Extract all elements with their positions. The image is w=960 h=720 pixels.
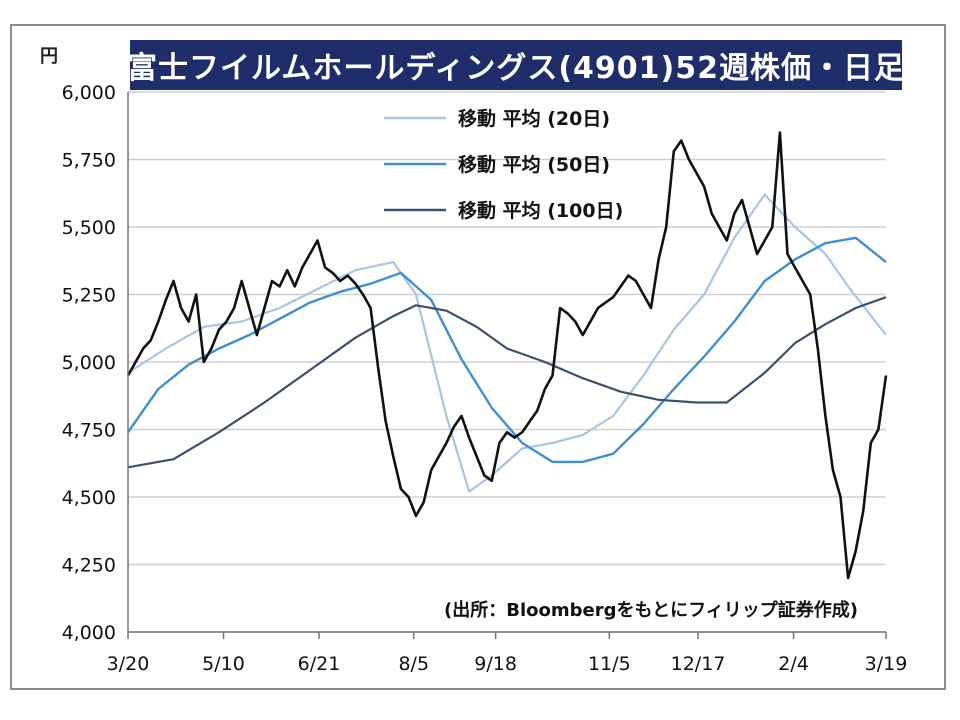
legend-entry-ma50: 移動 平均 (50日) <box>458 153 610 176</box>
y-tick-label: 4,500 <box>62 487 116 509</box>
y-axis-tick-labels: 6,000 5,750 5,500 5,250 5,000 4,750 4,500 4,250… <box>62 82 116 644</box>
y-tick-label: 5,000 <box>62 352 116 374</box>
y-tick-label: 5,250 <box>62 285 116 307</box>
series-line-price <box>126 131 888 580</box>
y-axis-unit-label: 円 <box>40 46 58 67</box>
legend-entry-ma100: 移動 平均 (100日) <box>458 199 623 222</box>
y-tick-label: 5,750 <box>62 150 116 172</box>
chart-frame <box>10 24 946 690</box>
series-line-ma20 <box>127 193 887 493</box>
chart-title: 富士フイルムホールディングス(4901)52週株価・日足 <box>130 40 902 90</box>
series-line-ma50 <box>127 236 887 464</box>
x-tick-label: 11/5 <box>588 653 631 675</box>
x-axis-tick-labels: 3/20 5/10 6/21 8/5 9/18 11/5 12/17 2/4 3/19 <box>107 632 908 675</box>
legend-entry-ma20: 移動 平均 (20日) <box>458 107 610 130</box>
series-lines <box>126 131 888 580</box>
x-tick-label: 2/4 <box>778 653 809 675</box>
x-tick-label: 9/18 <box>474 653 517 675</box>
x-tick-label: 3/19 <box>865 653 908 675</box>
x-tick-label: 5/10 <box>202 653 245 675</box>
legend: 移動 平均 (20日) 移動 平均 (50日) 移動 平均 (100日) <box>384 107 623 222</box>
x-tick-label: 8/5 <box>398 653 429 675</box>
x-tick-label: 12/17 <box>671 653 726 675</box>
y-tick-label: 4,000 <box>62 622 116 644</box>
gridlines <box>128 91 886 633</box>
source-note: (出所：Bloombergをもとにフィリップ証券作成) <box>444 599 858 621</box>
y-tick-label: 4,250 <box>62 555 116 577</box>
x-tick-label: 6/21 <box>298 653 341 675</box>
y-tick-label: 4,750 <box>62 420 116 442</box>
x-tick-label: 3/20 <box>107 653 150 675</box>
series-line-ma100 <box>127 296 887 469</box>
y-tick-label: 5,500 <box>62 217 116 239</box>
y-tick-label: 6,000 <box>62 82 116 104</box>
